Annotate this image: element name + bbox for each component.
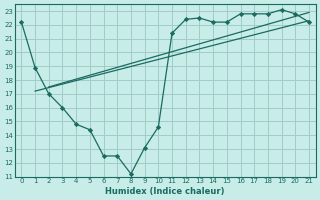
X-axis label: Humidex (Indice chaleur): Humidex (Indice chaleur) — [106, 187, 225, 196]
